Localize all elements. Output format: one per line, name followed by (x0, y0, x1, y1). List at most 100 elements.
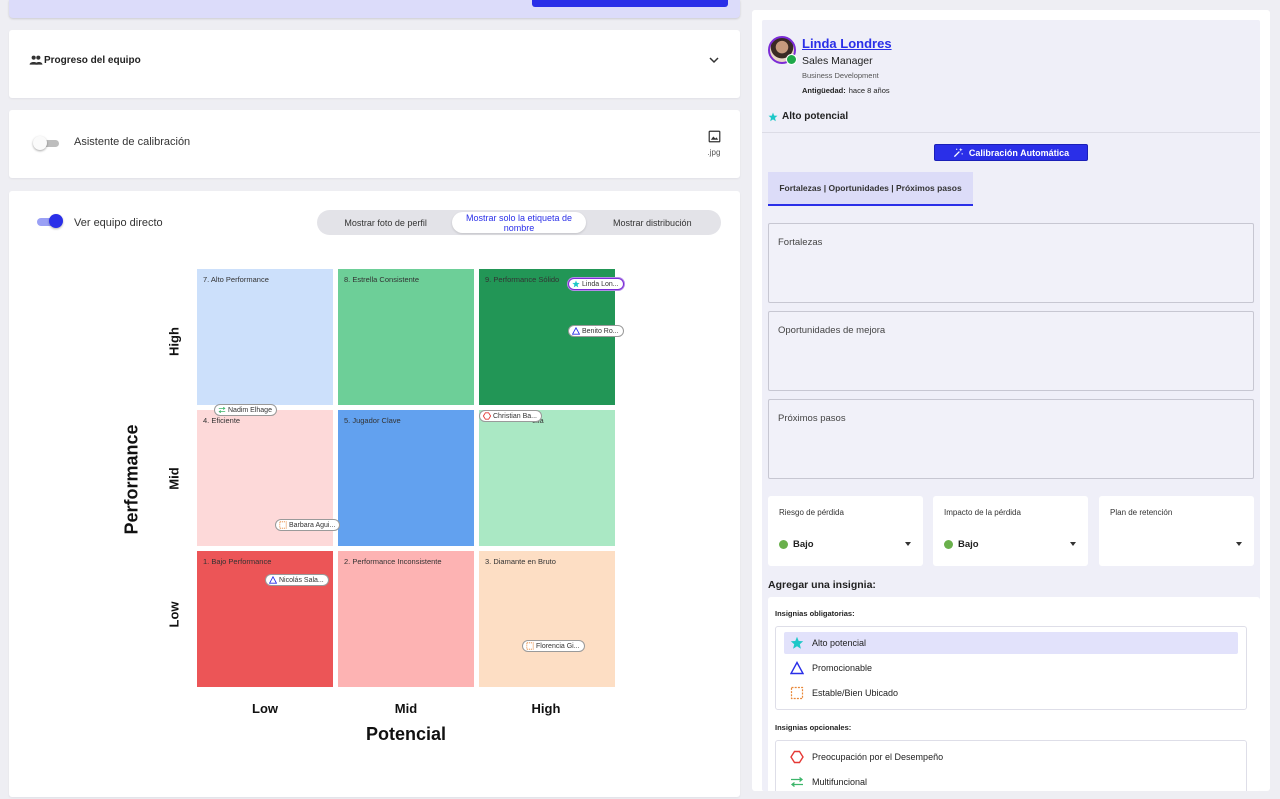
view-option-name-label[interactable]: Mostrar solo la etiqueta de nombre (452, 212, 586, 233)
triangle-icon (790, 661, 804, 675)
caret-down-icon (1236, 542, 1242, 546)
nine-box-card: Ver equipo directo Mostrar foto de perfi… (9, 191, 740, 797)
employee-chip-barbara[interactable]: Barbara Agui... (275, 519, 341, 531)
cell-7[interactable]: 7. Alto Performance (197, 269, 333, 405)
chevron-down-icon[interactable] (708, 54, 720, 66)
cell-8[interactable]: 8. Estrella Consistente (338, 269, 474, 405)
cell-label: 8. Estrella Consistente (344, 275, 420, 284)
cell-label: 9. Performance Sólido (485, 275, 560, 284)
chip-name: Barbara Agui... (289, 521, 336, 529)
cell-label: 1. Bajo Performance (203, 557, 272, 566)
employee-chip-florencia[interactable]: Florencia Gi... (522, 640, 585, 652)
nine-box-grid: 7. Alto Performance 8. Estrella Consiste… (197, 269, 624, 687)
square-icon (279, 521, 287, 529)
employee-department: Business Development (802, 71, 879, 80)
optional-badges-list: Preocupación por el Desempeño Multifunci… (775, 740, 1247, 791)
loss-impact-text: Bajo (958, 539, 979, 550)
current-badge-label: Alto potencial (782, 111, 849, 122)
employee-chip-nadim[interactable]: Nadim Elhage (214, 404, 277, 416)
row-label-low: Low (166, 601, 182, 628)
strengths-label: Fortalezas (778, 237, 823, 248)
status-dot (944, 540, 953, 549)
opportunities-label: Oportunidades de mejora (778, 325, 886, 336)
cell-label: 4. Eficiente (203, 416, 241, 425)
cell-label: 7. Alto Performance (203, 275, 269, 284)
cell-6[interactable]: ella (479, 410, 615, 546)
loss-risk-label: Riesgo de pérdida (779, 508, 844, 517)
badge-option-performance-concern[interactable]: Preocupación por el Desempeño (784, 746, 1238, 768)
star-icon (790, 636, 804, 649)
add-badge-title: Agregar una insignia: (768, 579, 876, 591)
employee-chip-benito[interactable]: Benito Ro... (568, 325, 624, 337)
seniority-value: hace 8 años (848, 86, 890, 95)
employee-detail-panel: Linda Londres Sales Manager Business Dev… (752, 10, 1270, 791)
row-label-high: High (166, 327, 182, 356)
cell-2[interactable]: 2. Performance Inconsistente (338, 551, 474, 687)
magic-wand-icon (953, 147, 963, 158)
badge-option-label: Promocionable (812, 663, 873, 673)
caret-down-icon (1070, 542, 1076, 546)
arrows-icon (790, 776, 804, 788)
badge-option-high-potential[interactable]: Alto potencial (784, 632, 1238, 654)
export-jpg-button[interactable]: .jpg (706, 130, 722, 157)
cell-1[interactable]: 1. Bajo Performance (197, 551, 333, 687)
chip-name: Florencia Gi... (536, 642, 580, 650)
employee-name-link[interactable]: Linda Londres (802, 36, 892, 51)
direct-team-toggle[interactable] (35, 214, 65, 230)
loss-risk-select[interactable]: Riesgo de pérdida Bajo (768, 496, 923, 566)
strengths-field[interactable]: Fortalezas (768, 223, 1254, 303)
employee-chip-nicolas[interactable]: Nicolás Sala... (265, 574, 329, 586)
retention-plan-label: Plan de retención (1110, 508, 1173, 517)
cell-5[interactable]: 5. Jugador Clave (338, 410, 474, 546)
calibration-assistant-label: Asistente de calibración (74, 136, 191, 148)
tab-strengths-opportunities[interactable]: Fortalezas | Oportunidades | Próximos pa… (768, 172, 973, 206)
triangle-icon (572, 327, 580, 335)
team-progress-card[interactable]: Progreso del equipo (9, 30, 740, 98)
loss-impact-select[interactable]: Impacto de la pérdida Bajo (933, 496, 1088, 566)
col-label-low: Low (252, 701, 278, 716)
auto-calibration-button[interactable]: Calibración Automática (934, 144, 1088, 161)
square-icon (790, 686, 804, 700)
star-icon (768, 112, 778, 121)
calibration-assistant-toggle[interactable] (33, 136, 61, 150)
status-dot (779, 540, 788, 549)
view-option-distribution[interactable]: Mostrar distribución (613, 217, 692, 228)
view-option-photo[interactable]: Mostrar foto de perfil (344, 217, 427, 228)
badge-option-promotable[interactable]: Promocionable (784, 657, 1238, 679)
badge-option-label: Estable/Bien Ubicado (812, 688, 899, 698)
next-steps-label: Próximos pasos (778, 413, 846, 424)
badge-option-cross-functional[interactable]: Multifuncional (784, 771, 1238, 791)
triangle-icon (269, 576, 277, 584)
top-action-button[interactable] (532, 0, 728, 7)
loss-risk-value: Bajo (779, 539, 814, 550)
employee-chip-christian[interactable]: Christian Ba... (479, 410, 542, 422)
optional-badges-title: Insignias opcionales: (775, 723, 852, 732)
cell-9[interactable]: 9. Performance Sólido (479, 269, 615, 405)
employee-seniority: Antigüedad: hace 8 años (802, 86, 890, 95)
cell-3[interactable]: 3. Diamante en Bruto (479, 551, 615, 687)
star-icon (572, 280, 580, 288)
hexagon-icon (790, 750, 804, 764)
export-ext-label: .jpg (707, 148, 721, 157)
employee-chip-linda[interactable]: Linda Lon... (568, 278, 624, 290)
loss-impact-value: Bajo (944, 539, 979, 550)
team-progress-title: Progreso del equipo (44, 55, 141, 66)
col-label-mid: Mid (394, 701, 418, 716)
loss-impact-label: Impacto de la pérdida (944, 508, 1021, 517)
employee-role: Sales Manager (802, 55, 873, 67)
square-icon (526, 642, 534, 650)
chip-name: Linda Lon... (582, 280, 619, 288)
badges-card: Insignias obligatorias: Alto potencial P… (768, 597, 1260, 791)
opportunities-field[interactable]: Oportunidades de mejora (768, 311, 1254, 391)
divider (762, 132, 1260, 133)
badge-option-label: Multifuncional (812, 777, 868, 787)
chip-name: Nadim Elhage (228, 406, 272, 414)
y-axis-title: Performance (121, 424, 142, 535)
direct-team-label: Ver equipo directo (74, 217, 163, 229)
retention-plan-select[interactable]: Plan de retención (1099, 496, 1254, 566)
badge-option-stable[interactable]: Estable/Bien Ubicado (784, 682, 1238, 704)
next-steps-field[interactable]: Próximos pasos (768, 399, 1254, 479)
cell-label: 3. Diamante en Bruto (485, 557, 556, 566)
col-label-high: High (531, 701, 561, 716)
badge-option-label: Alto potencial (812, 638, 867, 648)
